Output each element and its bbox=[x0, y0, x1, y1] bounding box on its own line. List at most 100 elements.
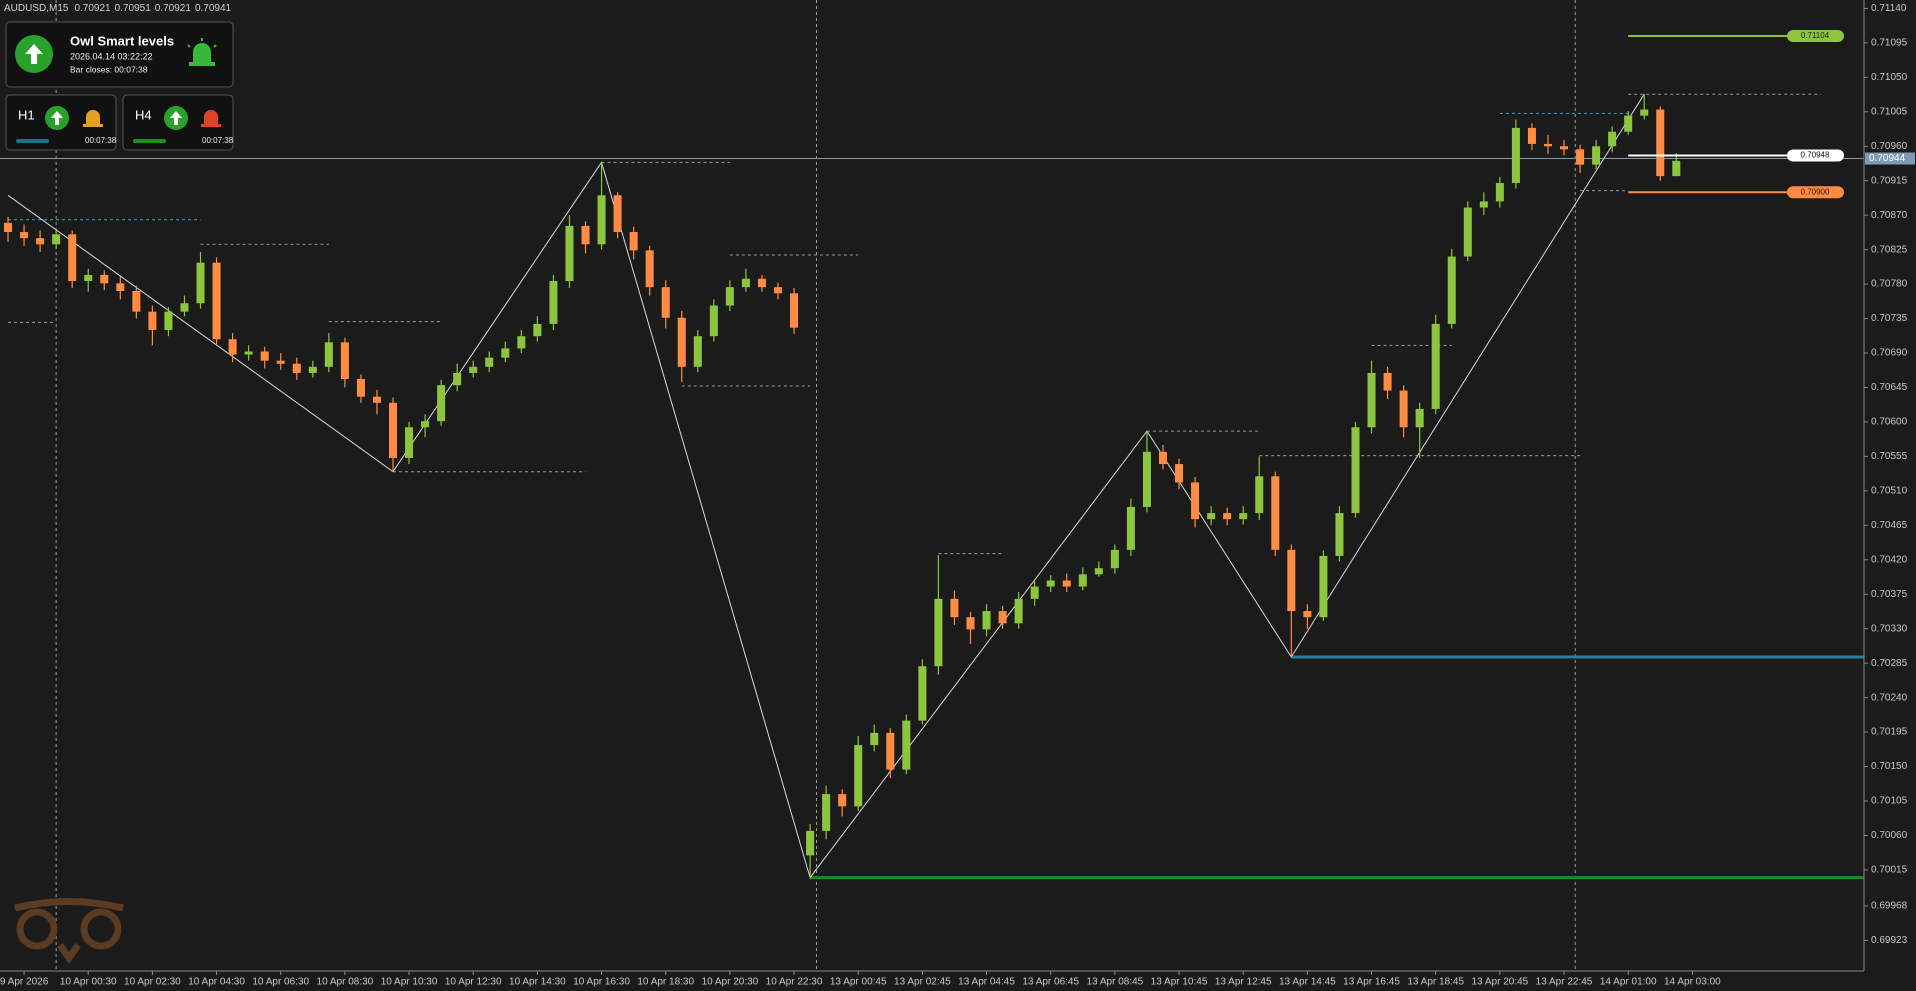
price-line-box bbox=[1787, 29, 1844, 42]
candle-body bbox=[1014, 598, 1023, 624]
panel-bar bbox=[16, 139, 49, 143]
candle-body bbox=[613, 195, 622, 233]
y-tick-label: 0.69968 bbox=[1871, 901, 1908, 912]
symbol: AUDUSD,M15 bbox=[4, 3, 69, 14]
widget-title: Owl Smart levels bbox=[70, 33, 174, 48]
y-tick-label: 0.70150 bbox=[1871, 761, 1908, 772]
price-line-box bbox=[1787, 149, 1844, 162]
price-line-label: 0.70948 bbox=[1801, 151, 1830, 160]
symbol-header: AUDUSD,M15 0.70921 0.70951 0.70921 0.70941 bbox=[4, 3, 232, 14]
candle-body bbox=[276, 360, 285, 364]
candle-body bbox=[485, 357, 494, 367]
y-tick-label: 0.70960 bbox=[1871, 141, 1908, 152]
candle-body bbox=[597, 195, 606, 245]
x-tick-label: 9 Apr 2026 bbox=[0, 977, 49, 988]
candle-body bbox=[549, 281, 558, 324]
panel-timer: 00:07:38 bbox=[85, 136, 117, 145]
x-tick-label: 10 Apr 16:30 bbox=[573, 977, 630, 988]
candle-body bbox=[36, 238, 45, 245]
candle-body bbox=[437, 385, 446, 422]
candle-body bbox=[1431, 323, 1440, 409]
widget-bar-closes: Bar closes: 00:07:38 bbox=[70, 64, 148, 74]
candle-body bbox=[260, 351, 269, 361]
candle-body bbox=[356, 379, 365, 397]
y-tick-label: 0.70240 bbox=[1871, 692, 1908, 703]
owl-logo bbox=[14, 898, 124, 965]
y-tick-label: 0.70465 bbox=[1871, 520, 1908, 531]
candle-body bbox=[950, 598, 959, 618]
candle-body bbox=[228, 339, 237, 355]
y-tick-label: 0.69923 bbox=[1871, 935, 1908, 946]
candle-body bbox=[389, 402, 398, 458]
x-tick-label: 13 Apr 02:45 bbox=[894, 977, 951, 988]
candle-body bbox=[1255, 476, 1264, 514]
siren-icon bbox=[201, 110, 221, 127]
candle-body bbox=[1656, 109, 1665, 177]
x-tick-label: 13 Apr 12:45 bbox=[1215, 977, 1272, 988]
x-tick-label: 10 Apr 14:30 bbox=[509, 977, 566, 988]
x-tick-label: 13 Apr 00:45 bbox=[830, 977, 887, 988]
y-tick-label: 0.71050 bbox=[1871, 72, 1908, 83]
candle-body bbox=[4, 222, 13, 233]
bid-box bbox=[1865, 152, 1915, 165]
y-tick-label: 0.71005 bbox=[1871, 106, 1908, 117]
widget-datetime: 2026.04.14 03:22:22 bbox=[70, 51, 153, 61]
price-line-label: 0.71104 bbox=[1801, 31, 1830, 40]
candle-body bbox=[661, 287, 670, 318]
x-tick-label: 10 Apr 20:30 bbox=[702, 977, 759, 988]
candle-body bbox=[693, 336, 702, 367]
candle-body bbox=[1479, 201, 1488, 208]
candle-body bbox=[773, 287, 783, 294]
candle-body bbox=[1030, 586, 1039, 599]
candle-body bbox=[1560, 146, 1569, 150]
x-tick-label: 13 Apr 20:45 bbox=[1472, 977, 1529, 988]
candle-body bbox=[966, 617, 975, 630]
candle-body bbox=[308, 366, 317, 373]
x-tick-label: 13 Apr 16:45 bbox=[1343, 977, 1400, 988]
x-tick-label: 10 Apr 06:30 bbox=[252, 977, 309, 988]
candle-body bbox=[164, 311, 173, 331]
y-tick-label: 0.70105 bbox=[1871, 796, 1908, 807]
candle-body bbox=[822, 794, 831, 831]
candle-body bbox=[1495, 183, 1504, 202]
y-tick-label: 0.70510 bbox=[1871, 486, 1908, 497]
candle-body bbox=[324, 342, 333, 367]
y-tick-label: 0.70330 bbox=[1871, 623, 1908, 634]
candle-body bbox=[372, 396, 381, 403]
candle-body bbox=[1399, 390, 1408, 428]
candle-body bbox=[1046, 580, 1055, 587]
candle-body bbox=[1335, 513, 1344, 556]
x-tick-label: 10 Apr 02:30 bbox=[124, 977, 181, 988]
candle-body bbox=[1191, 482, 1200, 520]
candle-body bbox=[870, 732, 879, 746]
last-high: 0.70951 bbox=[115, 3, 152, 14]
candle-body bbox=[52, 234, 61, 245]
candle-body bbox=[116, 283, 125, 291]
candle-body bbox=[1271, 476, 1280, 550]
x-tick-label: 13 Apr 10:45 bbox=[1151, 977, 1208, 988]
candle-body bbox=[1576, 149, 1585, 165]
panel-timer: 00:07:38 bbox=[202, 136, 234, 145]
candle-body bbox=[453, 372, 462, 386]
candle-body bbox=[1175, 464, 1184, 483]
x-tick-label: 13 Apr 14:45 bbox=[1279, 977, 1336, 988]
candle-body bbox=[677, 317, 686, 367]
candle-body bbox=[790, 293, 799, 328]
candle-body bbox=[68, 234, 77, 282]
candle-body bbox=[565, 225, 574, 282]
candle-body bbox=[1062, 580, 1071, 587]
candle-body bbox=[100, 274, 109, 284]
y-tick-label: 0.70915 bbox=[1871, 175, 1908, 186]
candle-body bbox=[934, 598, 943, 667]
candle-body bbox=[1447, 256, 1456, 324]
candle-body bbox=[581, 225, 590, 245]
candle-body bbox=[757, 278, 766, 288]
x-tick-label: 10 Apr 04:30 bbox=[188, 977, 245, 988]
candle-body bbox=[1543, 143, 1552, 147]
candle-body bbox=[645, 250, 654, 288]
candle-body bbox=[1672, 160, 1681, 177]
x-tick-label: 10 Apr 10:30 bbox=[381, 977, 438, 988]
candle-body bbox=[1367, 372, 1376, 428]
y-tick-label: 0.70195 bbox=[1871, 727, 1908, 738]
